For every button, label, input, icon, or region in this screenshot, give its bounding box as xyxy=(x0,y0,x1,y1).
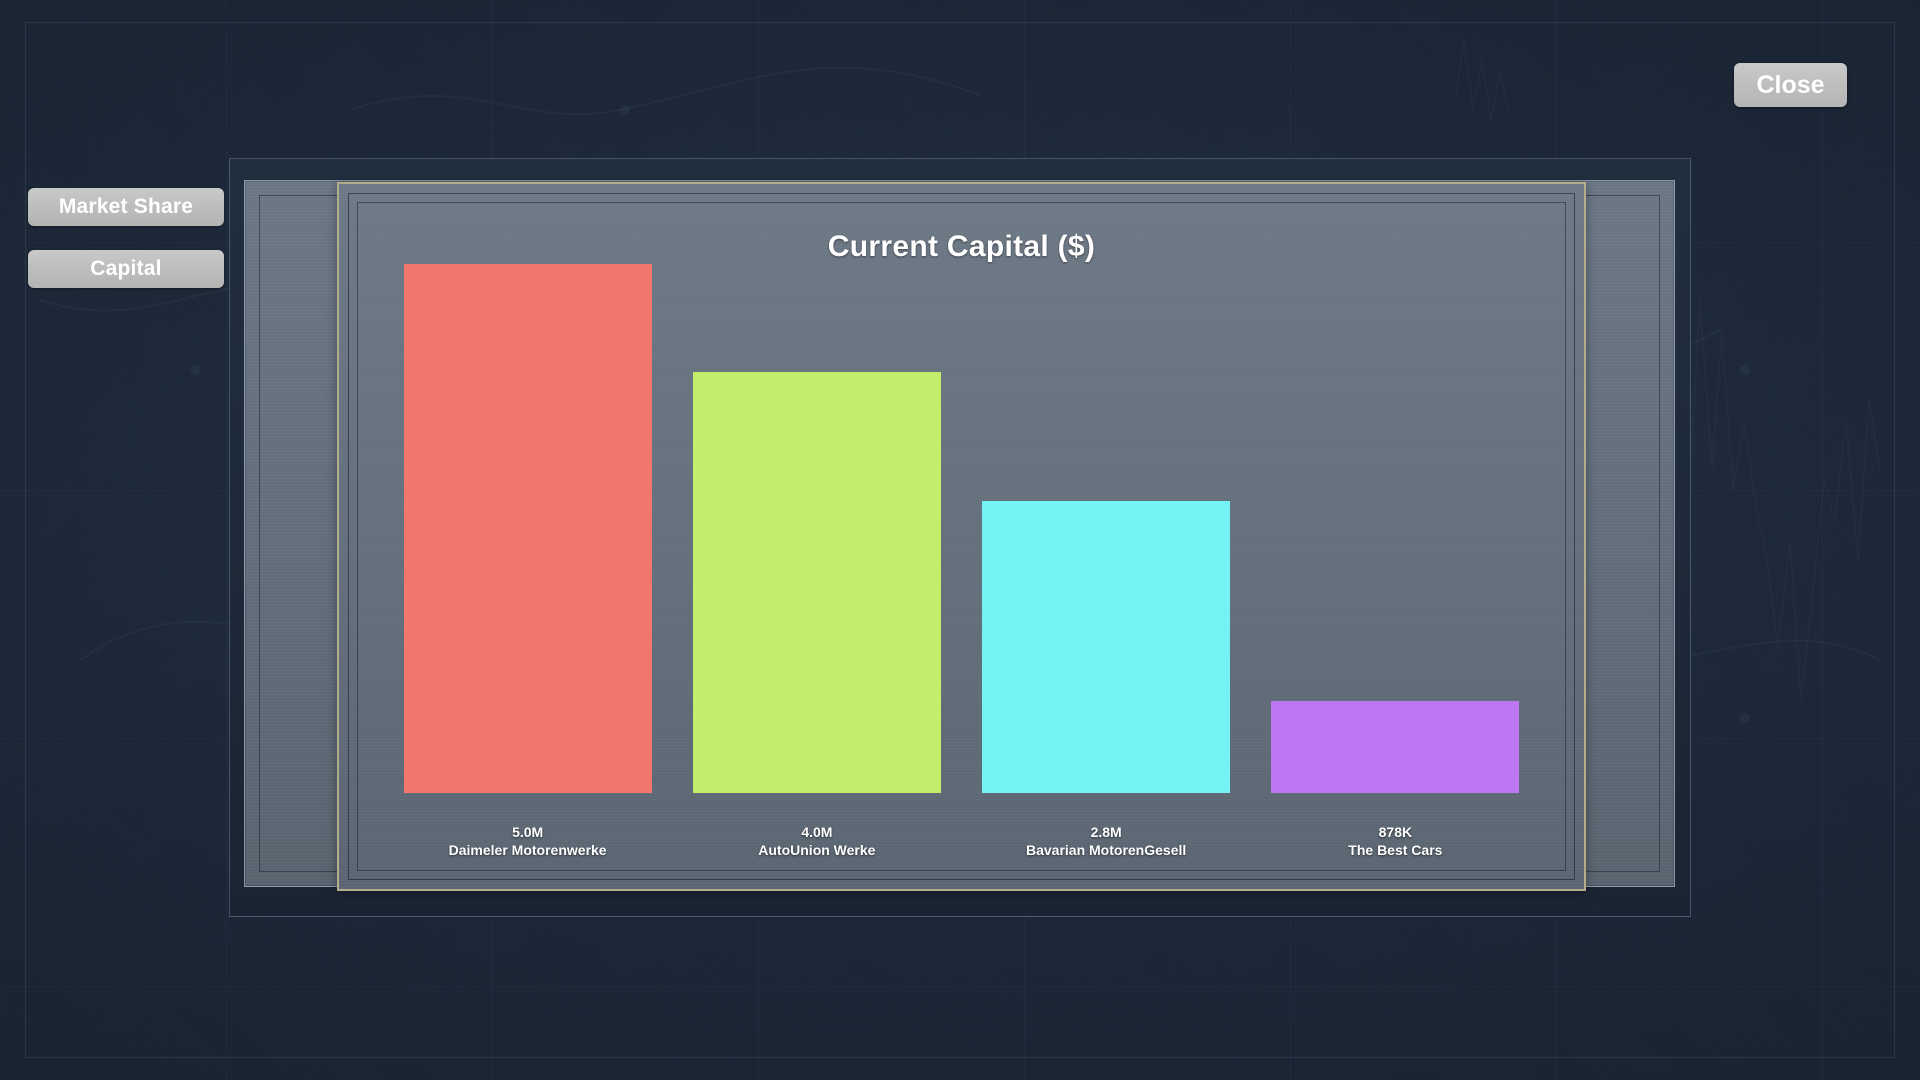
bar-group: 2.8M Bavarian MotorenGesell xyxy=(982,264,1231,858)
bar-label-group: 5.0M Daimeler Motorenwerke xyxy=(404,823,652,859)
close-button-label: Close xyxy=(1756,70,1825,99)
chart-title: Current Capital ($) xyxy=(827,230,1096,263)
bar-category-label: AutoUnion Werke xyxy=(758,842,876,858)
bar-value-label: 2.8M xyxy=(1090,824,1122,840)
sidebar-item-capital[interactable]: Capital xyxy=(28,250,224,288)
sidebar-item-market-share[interactable]: Market Share xyxy=(28,188,224,226)
bar-label-group: 878K The Best Cars xyxy=(1271,823,1519,859)
bar-category-label: Bavarian MotorenGesell xyxy=(1025,842,1187,858)
bar-value-label: 4.0M xyxy=(801,824,833,840)
tab-capital-label: Capital xyxy=(90,257,162,280)
bar-the-best-cars xyxy=(1271,701,1520,793)
report-tab-list: Market Share Capital xyxy=(28,188,224,288)
bar-daimeler-motorenwerke xyxy=(403,264,652,793)
close-button[interactable]: Close xyxy=(1734,63,1847,107)
chart-panel: Current Capital ($) 5.0M Daimeler Motore… xyxy=(337,182,1586,891)
bar-value-label: 5.0M xyxy=(512,824,544,840)
bar-category-label: Daimeler Motorenwerke xyxy=(448,842,607,858)
bar-group: 878K The Best Cars xyxy=(1271,264,1520,858)
bar-label-group: 4.0M AutoUnion Werke xyxy=(693,823,941,859)
bar-autounion-werke xyxy=(692,372,941,793)
tab-market-share-label: Market Share xyxy=(58,195,194,218)
bar-bavarian-motorengesell xyxy=(982,501,1231,793)
bar-group: 4.0M AutoUnion Werke xyxy=(692,264,941,858)
bar-value-label: 878K xyxy=(1378,824,1413,840)
bar-category-label: The Best Cars xyxy=(1348,842,1443,858)
bar-group: 5.0M Daimeler Motorenwerke xyxy=(403,264,652,858)
bar-label-group: 2.8M Bavarian MotorenGesell xyxy=(982,823,1230,859)
bar-chart-plot-area: 5.0M Daimeler Motorenwerke 4.0M AutoUnio… xyxy=(383,264,1540,863)
chart-content: Current Capital ($) 5.0M Daimeler Motore… xyxy=(365,210,1558,863)
